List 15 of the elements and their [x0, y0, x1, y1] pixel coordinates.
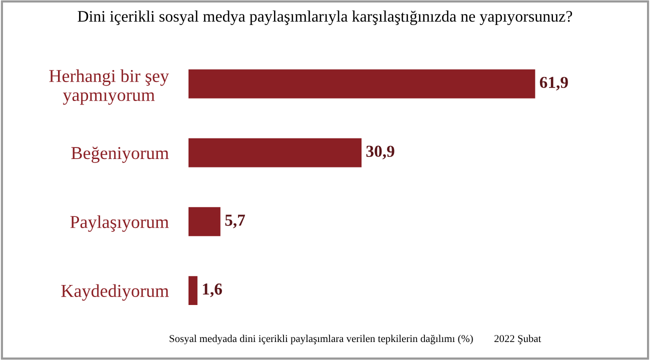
bar — [188, 69, 536, 98]
data-label: 5,7 — [225, 214, 246, 228]
bar — [188, 207, 220, 236]
chart-title: Dini içerikli sosyal medya paylaşımlarıyla karşılaştığınızda ne yapıyorsunuz? — [78, 10, 572, 26]
data-label: 61,9 — [540, 76, 568, 90]
bar — [188, 276, 198, 306]
y-tick-label: Paylaşıyorum — [70, 215, 169, 232]
y-tick-label: Kaydediyorum — [61, 284, 169, 301]
text: 2022 Şubat — [494, 334, 542, 344]
bar — [188, 138, 362, 168]
y-tick-label: Herhangi bir şey yapmıyorum — [49, 69, 169, 105]
text: Sosyal medyada dini içerikli paylaşımlara verilen tepkilerin dağılımı (%) — [170, 334, 473, 344]
data-label: 1,6 — [202, 284, 222, 298]
data-label: 30,9 — [366, 146, 394, 160]
y-tick-label: Beğeniyorum — [71, 146, 169, 163]
